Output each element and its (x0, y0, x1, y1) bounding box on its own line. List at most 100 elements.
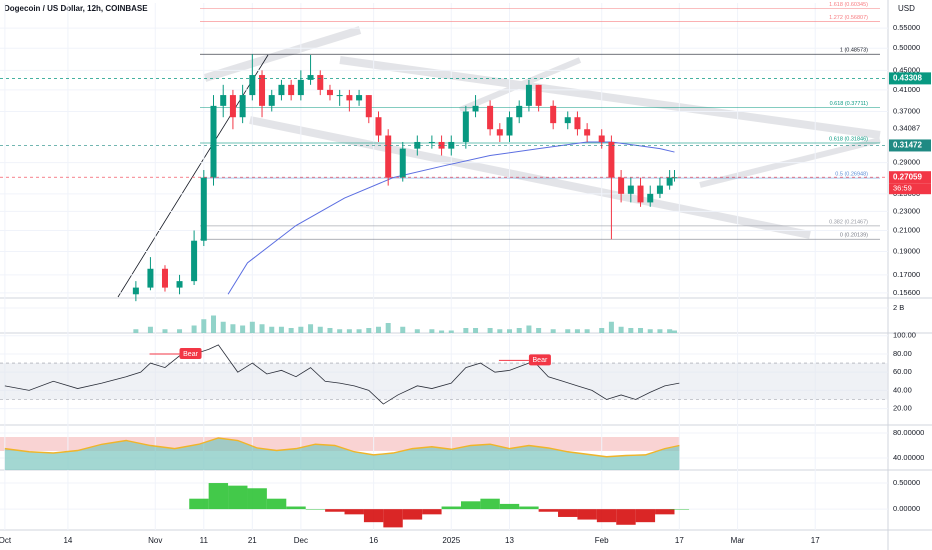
bar (327, 328, 333, 333)
bar (463, 328, 469, 333)
bar (375, 326, 381, 333)
price-tag (889, 171, 931, 184)
y-tick-label: 80.00 (893, 349, 912, 358)
candle-body (550, 105, 557, 124)
y-tick-label: 2 B (893, 303, 904, 312)
candle-body (598, 135, 605, 142)
bar (657, 329, 663, 333)
bar (191, 325, 197, 333)
y-tick-label: 0.41000 (893, 85, 920, 94)
candle-body (356, 95, 363, 101)
bar (635, 509, 656, 523)
bar (385, 323, 391, 333)
price-tag (889, 139, 931, 152)
candle-body (326, 89, 333, 96)
bar (240, 325, 246, 333)
bar (499, 503, 520, 510)
countdown-tag (889, 183, 931, 195)
bar (266, 498, 287, 510)
bar (286, 506, 306, 510)
oscillator-area (4, 438, 680, 470)
bar (574, 329, 580, 333)
bar (402, 509, 423, 520)
bar (133, 329, 139, 333)
bar (565, 329, 571, 333)
bar (669, 509, 690, 510)
bar (383, 509, 403, 528)
x-tick-label: Dec (294, 536, 308, 545)
fib-label: 1 (0.48573) (840, 48, 868, 54)
y-tick-label: 100.00 (893, 331, 916, 340)
y-tick-label: 0.15600 (893, 288, 920, 297)
candle-body (506, 117, 513, 136)
bar (473, 328, 479, 333)
candle-body (627, 185, 634, 194)
bar (441, 506, 461, 510)
bar (429, 329, 435, 333)
candle-body (132, 287, 139, 295)
bar (599, 328, 605, 333)
candle-body (671, 177, 678, 179)
y-tick-label: 0.19000 (893, 246, 920, 255)
bar (414, 329, 420, 333)
candle-body (210, 105, 217, 178)
candle-body (317, 75, 324, 90)
bar (247, 488, 267, 510)
x-tick-label: 21 (248, 536, 257, 545)
bar (480, 498, 500, 510)
price-tag-label: 0.31472 (893, 141, 922, 150)
rsi-band (0, 363, 888, 400)
fib-label: 0.618 (0.37711) (830, 101, 869, 107)
y-tick-label: 0.50000 (893, 43, 920, 52)
candle-body (487, 105, 494, 130)
bar (439, 330, 445, 333)
candle-body (297, 79, 304, 96)
candle-body (564, 117, 571, 124)
fib-label: 0.618 (0.31846) (829, 136, 868, 142)
bar (249, 321, 255, 333)
candle-body (161, 268, 168, 288)
candle-body (535, 84, 542, 106)
x-tick-label: Oct (0, 536, 12, 545)
bar (400, 326, 406, 333)
fib-label: 0 (0.20139) (840, 233, 868, 239)
candle-body (307, 75, 314, 80)
y-tick-label: 0.37000 (893, 106, 920, 115)
bar (608, 321, 614, 333)
bar (366, 328, 372, 333)
bar (628, 328, 634, 333)
y-tick-label: 20.00 (893, 404, 912, 413)
candle-body (278, 84, 285, 96)
bar (667, 329, 673, 333)
bar (516, 328, 522, 333)
x-tick-label: 11 (200, 536, 209, 545)
bar (577, 509, 597, 520)
bar (308, 324, 314, 333)
y-tick-label: 0.55000 (893, 23, 920, 32)
bar (344, 509, 364, 515)
bar (346, 329, 352, 333)
candle-body (346, 95, 353, 101)
fib-label: 0.382 (0.21467) (829, 219, 868, 225)
x-tick-label: 16 (369, 536, 378, 545)
bar (147, 326, 153, 333)
candle-body (666, 177, 673, 186)
candle-body (574, 117, 581, 130)
fib-label: 1.618 (0.60345) (829, 2, 868, 8)
bar (497, 329, 503, 333)
candle-body (385, 135, 392, 178)
channel-band (339, 56, 881, 139)
moving-average (227, 141, 675, 295)
candle-body (516, 105, 523, 118)
countdown: 36:59 (893, 184, 912, 193)
annotation-label: Bear (533, 357, 548, 364)
bar (448, 330, 454, 333)
channel-band (458, 57, 582, 113)
bar (325, 509, 345, 512)
bar (655, 509, 675, 515)
bar (305, 509, 326, 510)
bar (288, 328, 294, 333)
bar (460, 501, 481, 510)
